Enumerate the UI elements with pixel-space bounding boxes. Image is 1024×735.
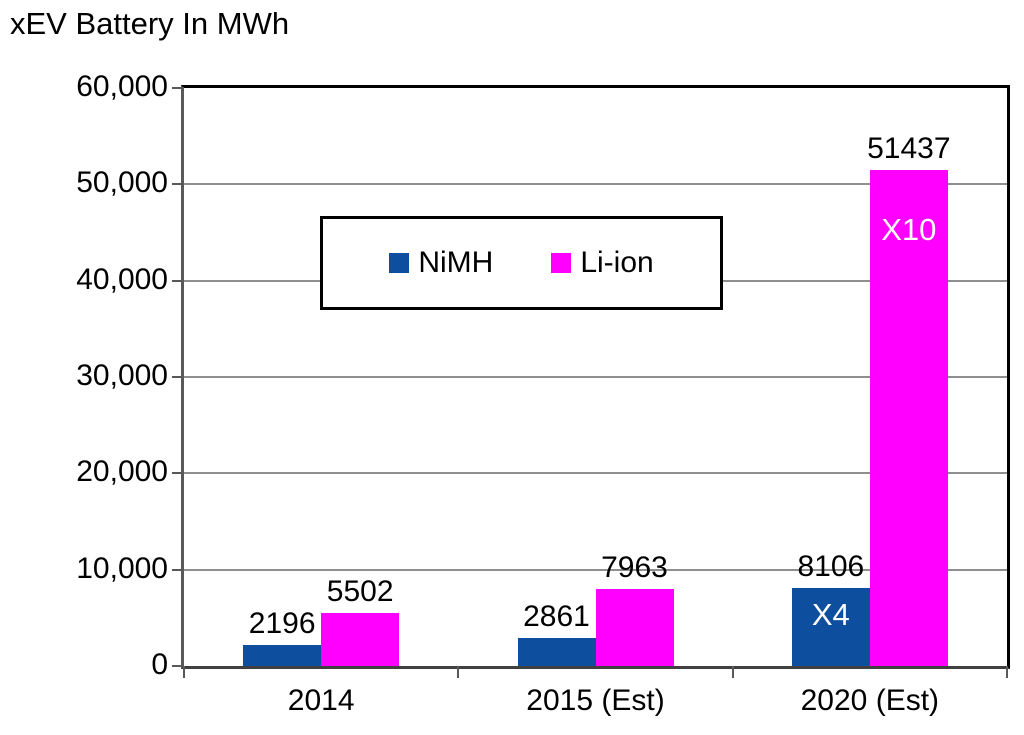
legend-item-liion: Li-ion: [551, 246, 654, 280]
y-axis-tick-label: 10,000: [76, 551, 168, 585]
gridline: [184, 183, 1007, 186]
bar-value-label: 2861: [523, 600, 590, 634]
x-axis-category-label: 2020 (Est): [800, 684, 940, 717]
nimh-series-swatch: [389, 253, 410, 273]
bar-nimh-2020 (Est): [791, 587, 870, 666]
legend-item-nimh: NiMH: [389, 246, 493, 280]
y-axis-tick: [172, 376, 184, 378]
y-axis-tick: [172, 568, 184, 571]
y-axis-tick-label: 40,000: [76, 262, 168, 296]
bar-li-ion-2020 (Est): [869, 170, 948, 666]
bar-value-label: 2196: [248, 606, 316, 640]
gridline: [184, 376, 1007, 378]
y-axis-tick-label: 60,000: [76, 70, 168, 103]
gridline: [184, 472, 1007, 475]
bar-li-ion-2015 (Est): [595, 589, 674, 666]
y-axis-tick-label: 20,000: [76, 455, 168, 489]
bar-value-label: 51437: [867, 132, 951, 166]
y-axis-tick-label: 50,000: [76, 166, 168, 200]
y-axis-tick-label: 0: [151, 648, 168, 681]
bar-value-label: 5502: [326, 574, 394, 608]
bar-value-label: 7963: [601, 551, 668, 585]
y-axis-tick: [172, 279, 184, 282]
y-axis-tick: [172, 87, 184, 89]
y-axis-tick: [172, 665, 184, 667]
chart-title: xEV Battery In MWh: [10, 6, 290, 41]
bar-nimh-2015 (Est): [517, 638, 596, 666]
bar-annotation-x10: X10: [881, 212, 937, 248]
x-axis-tick: [457, 666, 460, 678]
legend: NiMH Li-ion: [320, 216, 723, 310]
x-axis-category-label: 2015 (Est): [526, 684, 665, 717]
y-axis-tick: [172, 472, 184, 475]
legend-label-liion: Li-ion: [580, 246, 654, 279]
liion-series-swatch: [551, 253, 572, 273]
bar-li-ion-2014: [321, 612, 400, 666]
y-axis-tick: [172, 183, 184, 186]
x-axis-tick: [183, 666, 185, 678]
legend-label-nimh: NiMH: [418, 246, 494, 279]
bar-value-label: 8106: [797, 549, 865, 583]
x-axis-tick: [1006, 666, 1008, 678]
bar-nimh-2014: [243, 644, 322, 666]
x-axis-tick: [731, 666, 734, 678]
bar-annotation-x4: X4: [811, 596, 850, 632]
y-axis-tick-label: 30,000: [76, 359, 168, 392]
gridline: [184, 568, 1007, 571]
x-axis-category-label: 2014: [287, 684, 355, 717]
